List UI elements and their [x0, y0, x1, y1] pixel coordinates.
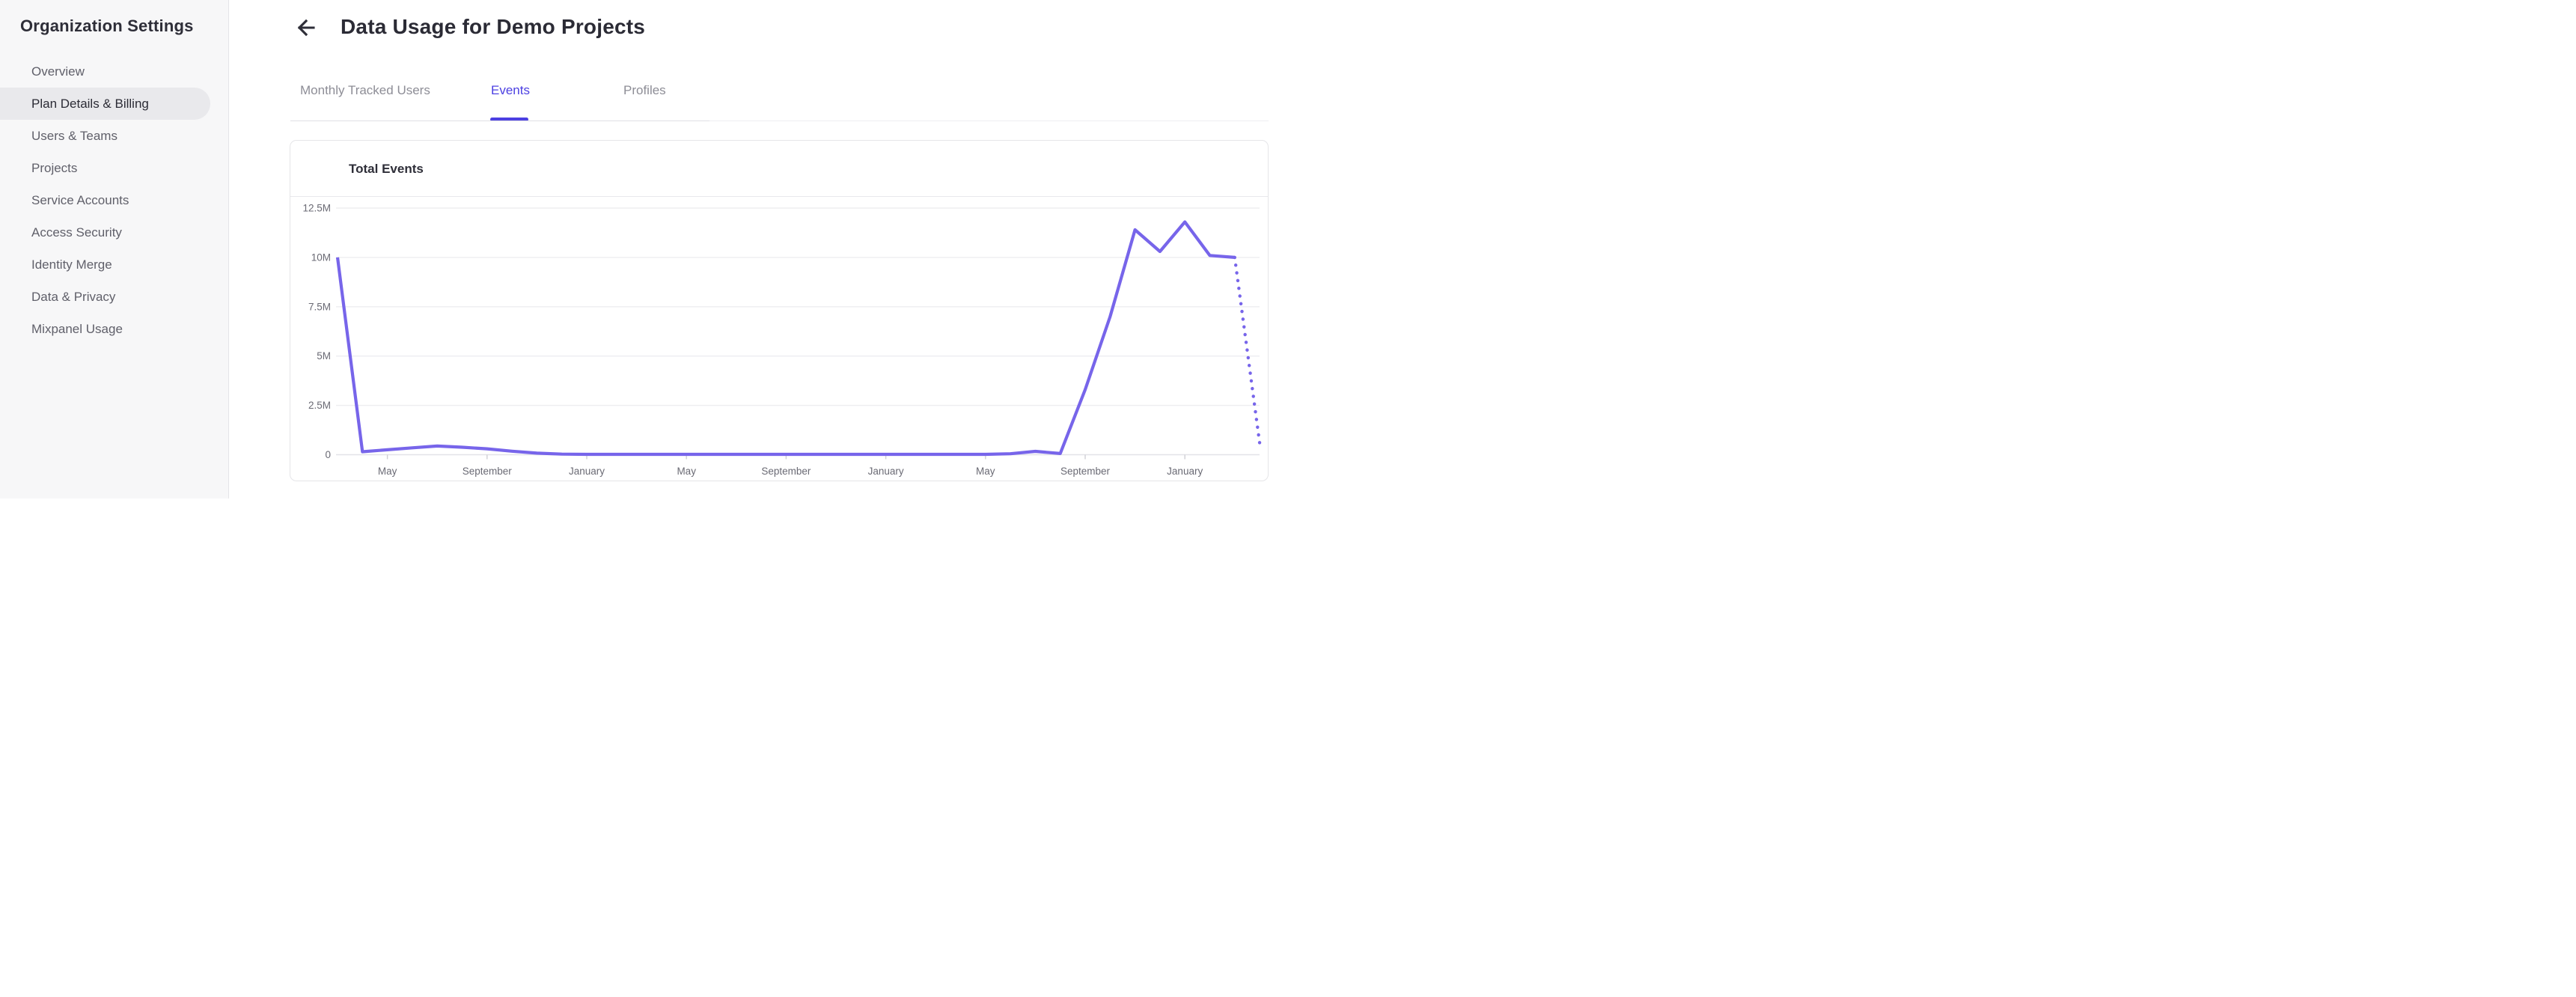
sidebar-item-mixpanel-usage[interactable]: Mixpanel Usage: [31, 322, 123, 336]
svg-text:May: May: [976, 466, 995, 477]
svg-text:January: January: [1167, 466, 1203, 477]
sidebar-item-data-privacy[interactable]: Data & Privacy: [31, 290, 116, 304]
page-title: Data Usage for Demo Projects: [341, 15, 646, 38]
svg-text:September: September: [1060, 466, 1111, 477]
sidebar-nav: Overview Plan Details & Billing Users & …: [0, 55, 229, 345]
active-tab-underline: [490, 118, 528, 121]
svg-text:0: 0: [325, 449, 331, 460]
line-chart-svg: 0 2.5M 5M 7.5M 10M 12.5M May September January Ma…: [302, 203, 1262, 477]
svg-text:September: September: [761, 466, 811, 477]
sidebar-item-identity-merge[interactable]: Identity Merge: [31, 257, 112, 272]
svg-text:May: May: [677, 466, 696, 477]
svg-text:January: January: [569, 466, 605, 477]
card-title: Total Events: [349, 162, 424, 176]
sidebar-item-users-teams[interactable]: Users & Teams: [31, 129, 117, 143]
card-header: Total Events: [290, 141, 1268, 197]
tab-profiles[interactable]: Profiles: [623, 83, 666, 97]
sidebar-item-overview[interactable]: Overview: [31, 64, 85, 79]
svg-text:September: September: [463, 466, 513, 477]
tab-monthly-tracked-users[interactable]: Monthly Tracked Users: [300, 83, 430, 97]
sidebar-title: Organization Settings: [20, 16, 194, 35]
svg-text:May: May: [378, 466, 397, 477]
sidebar-item-service-accounts[interactable]: Service Accounts: [31, 193, 129, 207]
tab-events[interactable]: Events: [491, 83, 530, 97]
back-button[interactable]: [294, 16, 318, 40]
svg-text:2.5M: 2.5M: [308, 400, 331, 411]
total-events-chart[interactable]: 0 2.5M 5M 7.5M 10M 12.5M May September January Ma…: [290, 197, 1268, 481]
back-arrow-icon: [297, 19, 315, 37]
svg-text:January: January: [868, 466, 904, 477]
svg-text:12.5M: 12.5M: [302, 203, 331, 214]
svg-text:5M: 5M: [317, 350, 331, 362]
sidebar-item-plan-details-billing[interactable]: Plan Details & Billing: [0, 88, 210, 120]
svg-text:7.5M: 7.5M: [308, 301, 331, 312]
svg-text:10M: 10M: [311, 251, 331, 263]
sidebar-item-access-security[interactable]: Access Security: [31, 225, 122, 240]
sidebar: Organization Settings Overview Plan Deta…: [0, 0, 229, 498]
organization-settings-page: Organization Settings Overview Plan Deta…: [0, 0, 1288, 498]
total-events-card: Total Events 0 2.5M 5M 7.5M 10M 12.5M May Septe…: [290, 140, 1269, 481]
sidebar-item-projects[interactable]: Projects: [31, 161, 78, 175]
